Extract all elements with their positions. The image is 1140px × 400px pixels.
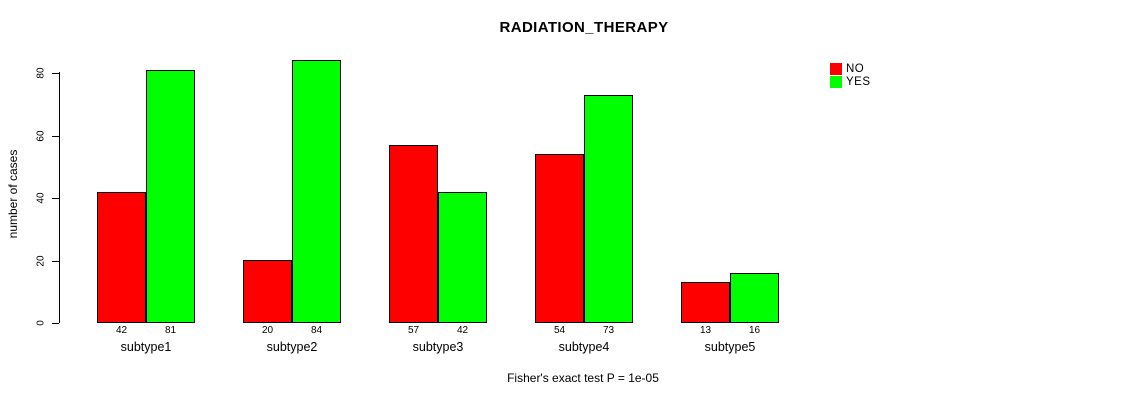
x-category-label-subtype4: subtype4 (558, 340, 610, 354)
bar-value-subtype1-yes: 81 (164, 325, 177, 336)
y-axis-tick-60 (52, 135, 59, 137)
legend-label-yes: YES (846, 75, 871, 88)
bar-value-subtype4-yes: 73 (602, 325, 615, 336)
x-category-label-subtype1: subtype1 (120, 340, 172, 354)
bar-subtype4-yes (584, 95, 633, 323)
bar-subtype1-yes (146, 70, 195, 323)
bar-value-subtype2-no: 20 (261, 325, 274, 336)
y-axis-tick-label-0: 0 (35, 320, 47, 326)
y-axis-tick-80 (52, 73, 59, 74)
bar-subtype3-yes (438, 192, 487, 323)
bar-subtype5-no (681, 282, 730, 323)
y-axis-title: number of cases (6, 149, 20, 239)
y-axis-tick-40 (52, 198, 59, 199)
bar-subtype2-no (243, 260, 292, 323)
bar-value-subtype5-yes: 16 (748, 325, 761, 336)
legend-label-no: NO (846, 62, 865, 75)
bar-subtype2-yes (292, 60, 341, 323)
y-axis-tick-20 (52, 260, 59, 262)
x-category-label-subtype2: subtype2 (266, 340, 318, 354)
caption-fishers-test: Fisher's exact test P = 1e-05 (507, 371, 659, 385)
y-axis-tick-label-80: 80 (35, 67, 47, 79)
bar-value-subtype5-no: 13 (699, 325, 712, 336)
legend-swatch-no (830, 62, 842, 75)
legend: NO YES (830, 62, 871, 88)
bar-subtype4-no (535, 154, 584, 323)
y-axis-tick-label-20: 20 (35, 254, 47, 267)
y-axis-tick-label-40: 40 (35, 192, 47, 204)
chart-title: RADIATION_THERAPY (499, 19, 669, 36)
bar-value-subtype3-no: 57 (407, 325, 420, 336)
legend-swatch-yes (830, 75, 842, 88)
bar-subtype5-yes (730, 273, 779, 323)
y-axis-line (59, 72, 60, 323)
y-axis-tick-0 (52, 323, 59, 324)
bar-value-subtype4-no: 54 (553, 325, 566, 336)
legend-item-yes: YES (830, 75, 871, 88)
bar-subtype1-no (97, 192, 146, 323)
bar-value-subtype1-no: 42 (115, 325, 128, 336)
legend-item-no: NO (830, 62, 871, 75)
x-category-label-subtype3: subtype3 (412, 340, 464, 354)
bar-value-subtype2-yes: 84 (310, 325, 323, 336)
x-category-label-subtype5: subtype5 (704, 340, 756, 354)
y-axis-tick-label-60: 60 (35, 129, 47, 142)
bar-subtype3-no (389, 145, 438, 323)
bar-value-subtype3-yes: 42 (456, 325, 469, 336)
